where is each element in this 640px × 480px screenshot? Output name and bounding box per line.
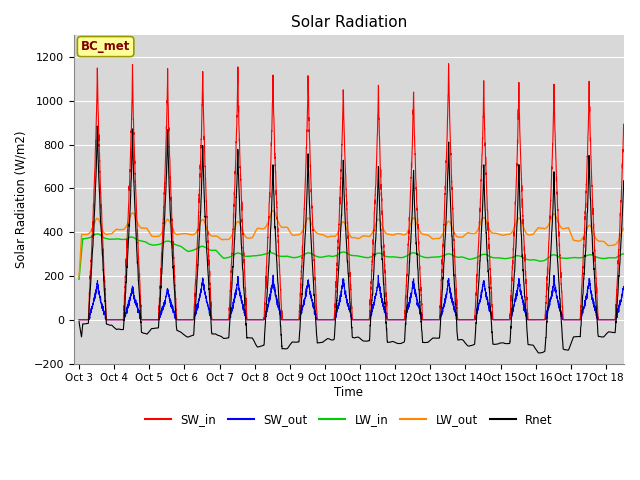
- X-axis label: Time: Time: [334, 386, 363, 399]
- Legend: SW_in, SW_out, LW_in, LW_out, Rnet: SW_in, SW_out, LW_in, LW_out, Rnet: [140, 409, 557, 431]
- Y-axis label: Solar Radiation (W/m2): Solar Radiation (W/m2): [15, 131, 28, 268]
- Text: BC_met: BC_met: [81, 40, 131, 53]
- Title: Solar Radiation: Solar Radiation: [291, 15, 407, 30]
